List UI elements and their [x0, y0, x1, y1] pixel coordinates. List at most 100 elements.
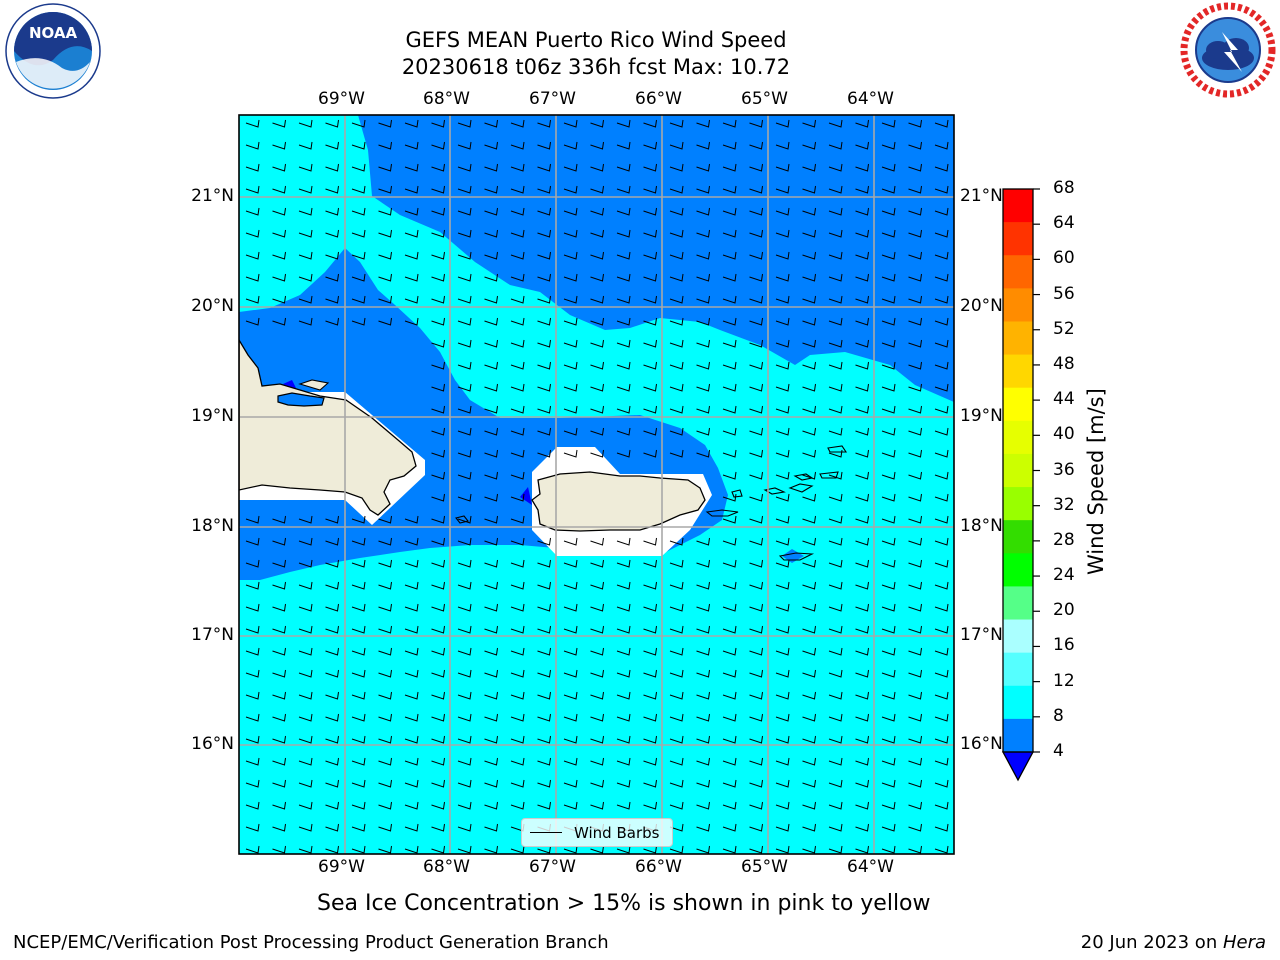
wind-barb — [908, 647, 922, 656]
wind-barb — [537, 273, 551, 282]
wind-barb — [457, 185, 472, 194]
wind-barb — [378, 735, 392, 744]
wind-barb — [325, 229, 339, 238]
wind-barb — [298, 779, 313, 788]
wind-barb — [431, 449, 445, 458]
map-frame — [238, 114, 955, 855]
wind-barb — [722, 361, 737, 370]
wind-barb — [457, 581, 472, 590]
wind-barb — [404, 625, 419, 634]
wind-barb — [802, 207, 816, 216]
wind-barb — [272, 647, 286, 656]
wind-barb — [643, 361, 657, 370]
wind-barb — [908, 515, 922, 524]
wind-barb — [245, 845, 260, 854]
wind-barb — [590, 119, 604, 128]
wind-barb — [245, 669, 260, 678]
wind-barb — [828, 625, 843, 634]
wind-barb — [722, 471, 737, 480]
colorbar-cell-15 — [1003, 685, 1033, 720]
wind-barb — [563, 713, 578, 722]
wind-barb — [802, 845, 816, 854]
wind-barb — [828, 449, 843, 458]
wind-barb — [510, 801, 525, 810]
colorbar-tick-label-1: 64 — [1053, 213, 1075, 234]
wind-barb — [510, 669, 525, 678]
wind-barb — [722, 603, 737, 612]
wind-barb — [457, 559, 472, 568]
wind-barb — [934, 801, 949, 810]
wind-barb — [828, 669, 843, 678]
wind-barb — [457, 141, 472, 150]
wind-barb — [934, 449, 949, 458]
wind-barb — [749, 647, 763, 656]
wind-barb — [802, 779, 816, 788]
wind-barb — [749, 405, 763, 414]
wind-barb — [404, 229, 419, 238]
wind-barb — [643, 801, 657, 810]
wind-barb — [563, 185, 578, 194]
wind-barb — [510, 207, 525, 216]
wind-barb — [590, 251, 604, 260]
wind-barb — [643, 229, 657, 238]
wind-barb — [775, 405, 790, 414]
wind-barb — [510, 691, 525, 700]
wind-barb — [908, 119, 922, 128]
wind-barb — [696, 251, 710, 260]
wind-barb — [537, 383, 551, 392]
wind-barb — [643, 141, 657, 150]
wind-barb — [855, 163, 869, 172]
wind-barb — [378, 559, 392, 568]
title-line-1: GEFS MEAN Puerto Rico Wind Speed — [405, 28, 787, 52]
wind-barb — [908, 339, 922, 348]
wind-barb — [855, 515, 869, 524]
wind-barb — [457, 845, 472, 854]
wind-barb — [378, 273, 392, 282]
land-hispaniola — [239, 338, 417, 516]
wind-barb — [351, 251, 366, 260]
wind-barb — [245, 713, 260, 722]
wind-barb-legend-label: Wind Barbs — [574, 823, 660, 842]
wind-barb — [484, 163, 498, 172]
wind-barb — [802, 647, 816, 656]
wind-barb — [855, 779, 869, 788]
wind-barb — [510, 229, 525, 238]
wind-barb — [351, 185, 366, 194]
lon-tick-bottom-1: 68°W — [423, 857, 470, 877]
wind-barb — [590, 845, 604, 854]
wind-barb — [696, 383, 710, 392]
wind-barb — [749, 471, 763, 480]
wind-barb — [881, 449, 896, 458]
wind-barb — [802, 625, 816, 634]
wind-barb — [881, 383, 896, 392]
wind-barb — [351, 317, 366, 326]
wind-barb — [563, 537, 578, 546]
wind-barb — [696, 845, 710, 854]
wind-barb — [749, 317, 763, 326]
wind-barb — [616, 207, 631, 216]
wind-barb — [722, 229, 737, 238]
wind-barb — [855, 845, 869, 854]
wind-barb — [616, 845, 631, 854]
wind-barb — [643, 295, 657, 304]
wind-barb — [431, 669, 445, 678]
lon-tick-bottom-0: 69°W — [318, 857, 365, 877]
wind-barb — [669, 713, 684, 722]
wind-barb — [775, 119, 790, 128]
colorbar-cell-5 — [1003, 354, 1033, 389]
wind-barb — [537, 779, 551, 788]
wind-barb — [563, 163, 578, 172]
wind-barb — [431, 207, 445, 216]
wind-barb — [537, 669, 551, 678]
wind-barb — [272, 119, 286, 128]
wind-barb — [298, 713, 313, 722]
wind-barb — [272, 669, 286, 678]
wind-barb — [563, 757, 578, 766]
wind-barb — [298, 823, 313, 832]
lat-tick-left-2: 19°N — [191, 406, 234, 426]
lat-tick-right-4: 17°N — [960, 625, 1003, 645]
wind-barb — [510, 295, 525, 304]
wind-barb — [245, 581, 260, 590]
lat-tick-left-0: 21°N — [191, 186, 234, 206]
wind-barb — [749, 625, 763, 634]
